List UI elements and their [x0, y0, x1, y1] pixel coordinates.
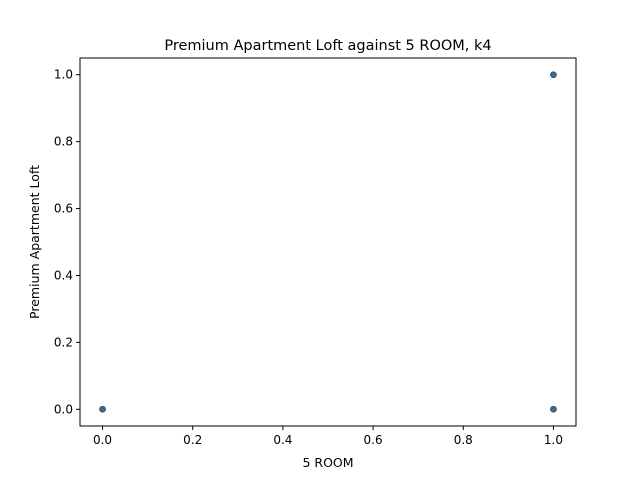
x-tick-label: 0.2 [183, 433, 202, 447]
x-tick-label: 0.8 [454, 433, 473, 447]
x-tick-label: 0.6 [364, 433, 383, 447]
x-axis-ticks: 0.0 0.2 0.4 0.6 0.8 1.0 [93, 426, 563, 447]
y-axis-ticks: 0.0 0.2 0.4 0.6 0.8 1.0 [54, 68, 80, 416]
y-tick-label: 0.8 [54, 135, 73, 149]
x-axis-label: 5 ROOM [302, 455, 353, 470]
data-points [99, 71, 557, 413]
x-tick-label: 1.0 [544, 433, 563, 447]
y-axis-label: Premium Apartment Loft [27, 165, 42, 319]
x-tick-label: 0.0 [93, 433, 112, 447]
y-tick-label: 0.2 [54, 335, 73, 349]
data-point [550, 71, 557, 79]
y-tick-label: 1.0 [54, 68, 73, 82]
chart-title: Premium Apartment Loft against 5 ROOM, k… [164, 38, 491, 54]
y-tick-label: 0.4 [54, 268, 73, 282]
y-tick-label: 0.6 [54, 202, 73, 216]
data-point [99, 405, 106, 413]
plot-frame [79, 57, 577, 427]
y-tick-label: 0.0 [54, 402, 73, 416]
x-tick-label: 0.4 [273, 433, 292, 447]
data-point [550, 405, 557, 413]
